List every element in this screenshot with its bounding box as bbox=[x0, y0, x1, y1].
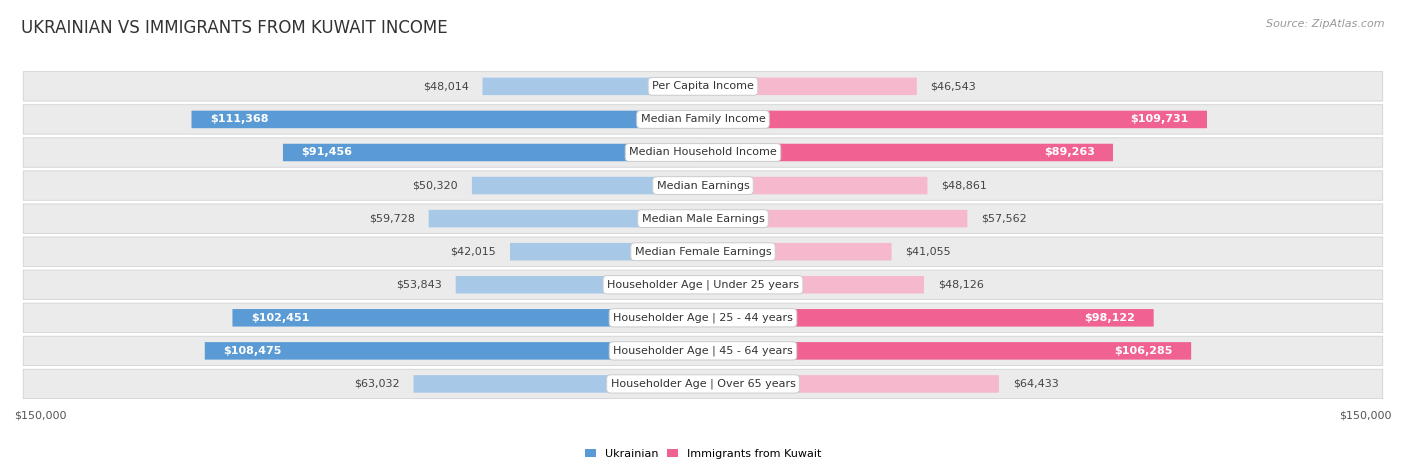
FancyBboxPatch shape bbox=[24, 270, 1382, 299]
Text: $64,433: $64,433 bbox=[1012, 379, 1059, 389]
Legend: Ukrainian, Immigrants from Kuwait: Ukrainian, Immigrants from Kuwait bbox=[581, 444, 825, 463]
Text: Per Capita Income: Per Capita Income bbox=[652, 81, 754, 92]
FancyBboxPatch shape bbox=[510, 243, 703, 261]
FancyBboxPatch shape bbox=[703, 309, 1154, 326]
Text: UKRAINIAN VS IMMIGRANTS FROM KUWAIT INCOME: UKRAINIAN VS IMMIGRANTS FROM KUWAIT INCO… bbox=[21, 19, 447, 37]
Text: $48,126: $48,126 bbox=[938, 280, 984, 290]
FancyBboxPatch shape bbox=[703, 177, 928, 194]
FancyBboxPatch shape bbox=[472, 177, 703, 194]
FancyBboxPatch shape bbox=[24, 71, 1382, 101]
FancyBboxPatch shape bbox=[24, 171, 1382, 200]
Text: Householder Age | Under 25 years: Householder Age | Under 25 years bbox=[607, 279, 799, 290]
FancyBboxPatch shape bbox=[703, 375, 998, 393]
FancyBboxPatch shape bbox=[24, 204, 1382, 234]
FancyBboxPatch shape bbox=[191, 111, 703, 128]
Text: Median Male Earnings: Median Male Earnings bbox=[641, 213, 765, 224]
FancyBboxPatch shape bbox=[456, 276, 703, 293]
Text: $108,475: $108,475 bbox=[224, 346, 281, 356]
Text: Householder Age | Over 65 years: Householder Age | Over 65 years bbox=[610, 379, 796, 389]
Text: $48,014: $48,014 bbox=[423, 81, 468, 92]
FancyBboxPatch shape bbox=[703, 276, 924, 293]
Text: Median Household Income: Median Household Income bbox=[628, 148, 778, 157]
Text: $48,861: $48,861 bbox=[941, 181, 987, 191]
FancyBboxPatch shape bbox=[24, 369, 1382, 399]
Text: Householder Age | 45 - 64 years: Householder Age | 45 - 64 years bbox=[613, 346, 793, 356]
Text: $150,000: $150,000 bbox=[14, 410, 66, 420]
Text: Median Female Earnings: Median Female Earnings bbox=[634, 247, 772, 257]
FancyBboxPatch shape bbox=[482, 78, 703, 95]
Text: $59,728: $59,728 bbox=[368, 213, 415, 224]
Text: $98,122: $98,122 bbox=[1084, 313, 1135, 323]
FancyBboxPatch shape bbox=[24, 105, 1382, 134]
FancyBboxPatch shape bbox=[703, 111, 1206, 128]
Text: $150,000: $150,000 bbox=[1340, 410, 1392, 420]
Text: $46,543: $46,543 bbox=[931, 81, 976, 92]
Text: Median Family Income: Median Family Income bbox=[641, 114, 765, 124]
Text: $111,368: $111,368 bbox=[209, 114, 269, 124]
Text: $57,562: $57,562 bbox=[981, 213, 1026, 224]
FancyBboxPatch shape bbox=[429, 210, 703, 227]
Text: $41,055: $41,055 bbox=[905, 247, 950, 257]
FancyBboxPatch shape bbox=[703, 78, 917, 95]
FancyBboxPatch shape bbox=[283, 144, 703, 161]
Text: Householder Age | 25 - 44 years: Householder Age | 25 - 44 years bbox=[613, 312, 793, 323]
Text: $42,015: $42,015 bbox=[450, 247, 496, 257]
Text: Source: ZipAtlas.com: Source: ZipAtlas.com bbox=[1267, 19, 1385, 28]
Text: $106,285: $106,285 bbox=[1115, 346, 1173, 356]
FancyBboxPatch shape bbox=[413, 375, 703, 393]
FancyBboxPatch shape bbox=[24, 303, 1382, 333]
Text: $89,263: $89,263 bbox=[1043, 148, 1095, 157]
FancyBboxPatch shape bbox=[205, 342, 703, 360]
FancyBboxPatch shape bbox=[703, 243, 891, 261]
FancyBboxPatch shape bbox=[24, 138, 1382, 167]
Text: $109,731: $109,731 bbox=[1130, 114, 1188, 124]
Text: Median Earnings: Median Earnings bbox=[657, 181, 749, 191]
Text: $63,032: $63,032 bbox=[354, 379, 399, 389]
Text: $102,451: $102,451 bbox=[250, 313, 309, 323]
Text: $50,320: $50,320 bbox=[412, 181, 458, 191]
FancyBboxPatch shape bbox=[703, 342, 1191, 360]
Text: $91,456: $91,456 bbox=[301, 148, 353, 157]
FancyBboxPatch shape bbox=[703, 210, 967, 227]
FancyBboxPatch shape bbox=[703, 144, 1114, 161]
FancyBboxPatch shape bbox=[232, 309, 703, 326]
Text: $53,843: $53,843 bbox=[396, 280, 441, 290]
FancyBboxPatch shape bbox=[24, 336, 1382, 366]
FancyBboxPatch shape bbox=[24, 237, 1382, 266]
